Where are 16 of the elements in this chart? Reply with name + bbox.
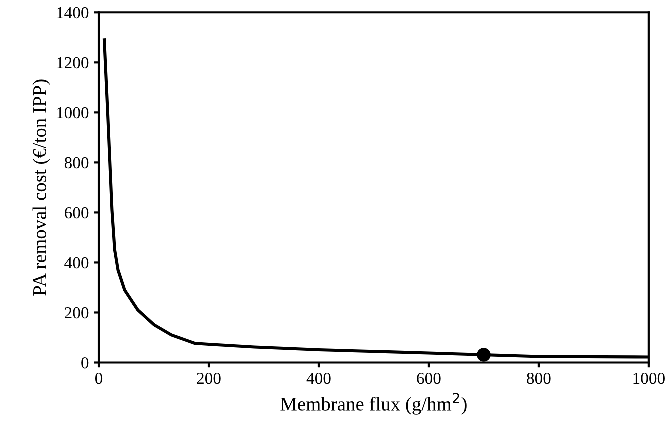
y-tick-label: 1000 bbox=[57, 107, 89, 119]
x-tick-label: 800 bbox=[527, 372, 551, 384]
x-tick-label: 200 bbox=[197, 372, 221, 384]
x-tick-label: 1000 bbox=[634, 372, 665, 384]
y-axis-title: PA removal cost (€/ton IPP) bbox=[32, 80, 50, 296]
x-tick-label: 400 bbox=[306, 372, 331, 384]
y-tick-label: 200 bbox=[65, 307, 89, 319]
x-axis-title: Membrane flux (g/hm$^{2}$) bbox=[280, 393, 467, 415]
y-tick-label: 400 bbox=[64, 257, 89, 269]
y-tick-label: 0 bbox=[82, 357, 89, 369]
x-tick-label: 600 bbox=[417, 372, 441, 384]
y-tick-label: 1400 bbox=[57, 7, 89, 19]
x-tick-label: 0 bbox=[95, 372, 103, 384]
y-tick-label: 600 bbox=[65, 207, 89, 219]
y-tick-label: 800 bbox=[64, 157, 89, 169]
y-tick-label: 1200 bbox=[57, 57, 89, 69]
